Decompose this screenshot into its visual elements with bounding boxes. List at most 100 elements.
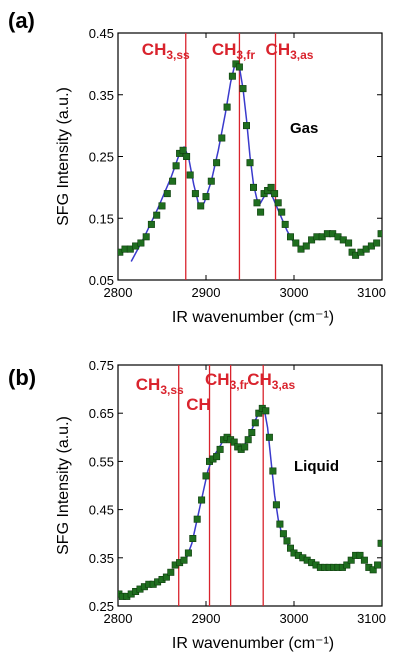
data-point: [244, 436, 252, 444]
phase-label: Gas: [290, 120, 318, 137]
data-point: [356, 551, 364, 559]
data-point: [183, 153, 191, 161]
data-point: [253, 199, 261, 207]
data-point: [184, 549, 192, 557]
data-point: [169, 177, 177, 185]
peak-label: CH3,as: [247, 370, 295, 392]
peak-label: CH3,fr: [212, 40, 256, 62]
data-point: [216, 445, 224, 453]
data-point: [374, 561, 382, 569]
data-point: [250, 183, 258, 191]
data-point: [343, 561, 351, 569]
peak-label-main: CH: [142, 40, 167, 59]
data-point: [302, 242, 310, 250]
y-tick-label: 0.35: [89, 88, 114, 103]
x-axis-label: IR wavenumber (cm⁻¹): [172, 635, 334, 652]
plot-area: [118, 365, 382, 606]
x-tick-label: 3000: [280, 285, 309, 300]
y-tick-label: 0.55: [89, 454, 114, 469]
data-point: [292, 239, 300, 247]
y-tick-label: 0.75: [89, 358, 114, 373]
x-tick-label: 3100: [357, 285, 386, 300]
data-point: [202, 193, 210, 201]
data-point: [377, 230, 382, 238]
chart-panel-a: (a) 2800 2900 3000 3100 0.05 0.15 0.25 0.35 0.45 I…: [8, 8, 386, 326]
plot-frame: [117, 364, 383, 607]
data-point: [286, 233, 294, 241]
y-tick-label: 0.45: [89, 26, 114, 41]
peak-label-sub: 3,fr: [230, 378, 249, 392]
peak-label: CH3,as: [266, 40, 314, 62]
plot-area: [118, 33, 382, 280]
peak-label-main: CH: [186, 395, 211, 414]
data-point: [279, 530, 287, 538]
fit-curve: [174, 407, 293, 568]
y-tick-label: 0.65: [89, 406, 114, 421]
data-point: [147, 220, 155, 228]
data-point: [167, 568, 175, 576]
peak-label: CH3,ss: [142, 40, 190, 62]
data-point: [189, 534, 197, 542]
data-point: [239, 85, 247, 93]
peak-label-main: CH: [247, 370, 272, 389]
data-point: [377, 539, 382, 547]
x-tick-label: 3100: [357, 611, 386, 626]
y-axis-label: SFG Intensity (a.u.): [55, 87, 72, 226]
data-point: [274, 199, 282, 207]
data-point: [262, 407, 270, 415]
data-point: [153, 211, 161, 219]
y-tick-label: 0.25: [89, 150, 114, 165]
x-tick-label: 2900: [192, 285, 221, 300]
peak-label: CH3,ss: [136, 375, 184, 397]
data-point: [373, 239, 381, 247]
data-point: [202, 472, 210, 480]
data-point: [198, 496, 206, 504]
data-point: [172, 162, 180, 170]
y-tick-label: 0.45: [89, 503, 114, 518]
peak-label-sub: 3,fr: [236, 48, 255, 62]
data-point: [207, 177, 215, 185]
data-point: [345, 239, 353, 247]
data-point: [218, 134, 226, 142]
data-point: [347, 556, 355, 564]
peak-label: CH3,fr: [205, 370, 249, 392]
data-point: [162, 573, 170, 581]
data-point: [186, 171, 194, 179]
x-tick-label: 2800: [104, 611, 133, 626]
data-point: [163, 190, 171, 198]
data-point: [267, 183, 275, 191]
y-axis-label: SFG Intensity (a.u.): [55, 416, 72, 555]
panel-letter: (b): [8, 365, 36, 390]
data-point: [191, 190, 199, 198]
peak-label-main: CH: [136, 375, 161, 394]
y-tick-label: 0.25: [89, 599, 114, 614]
y-tick-label: 0.05: [89, 273, 114, 288]
peak-label-main: CH: [212, 40, 237, 59]
peak-label-main: CH: [266, 40, 291, 59]
peak-label-sub: 3,as: [272, 378, 296, 392]
data-point: [241, 443, 249, 451]
data-point: [272, 501, 280, 509]
data-point: [223, 103, 231, 111]
data-point: [360, 556, 368, 564]
data-point: [243, 122, 251, 130]
data-point: [197, 202, 205, 210]
data-point: [281, 220, 289, 228]
data-point: [228, 72, 236, 80]
peak-label-main: CH: [205, 370, 230, 389]
data-point: [193, 515, 201, 523]
data-point: [246, 159, 254, 167]
peak-label-sub: 3,ss: [160, 383, 184, 397]
panel-letter: (a): [8, 8, 35, 33]
data-point: [251, 419, 259, 427]
y-tick-label: 0.15: [89, 211, 114, 226]
y-tick-label: 0.35: [89, 551, 114, 566]
data-point: [213, 159, 221, 167]
data-point: [179, 146, 187, 154]
data-point: [180, 556, 188, 564]
data-point: [142, 233, 150, 241]
data-point: [283, 537, 291, 545]
x-tick-label: 2900: [192, 611, 221, 626]
data-point: [248, 428, 256, 436]
